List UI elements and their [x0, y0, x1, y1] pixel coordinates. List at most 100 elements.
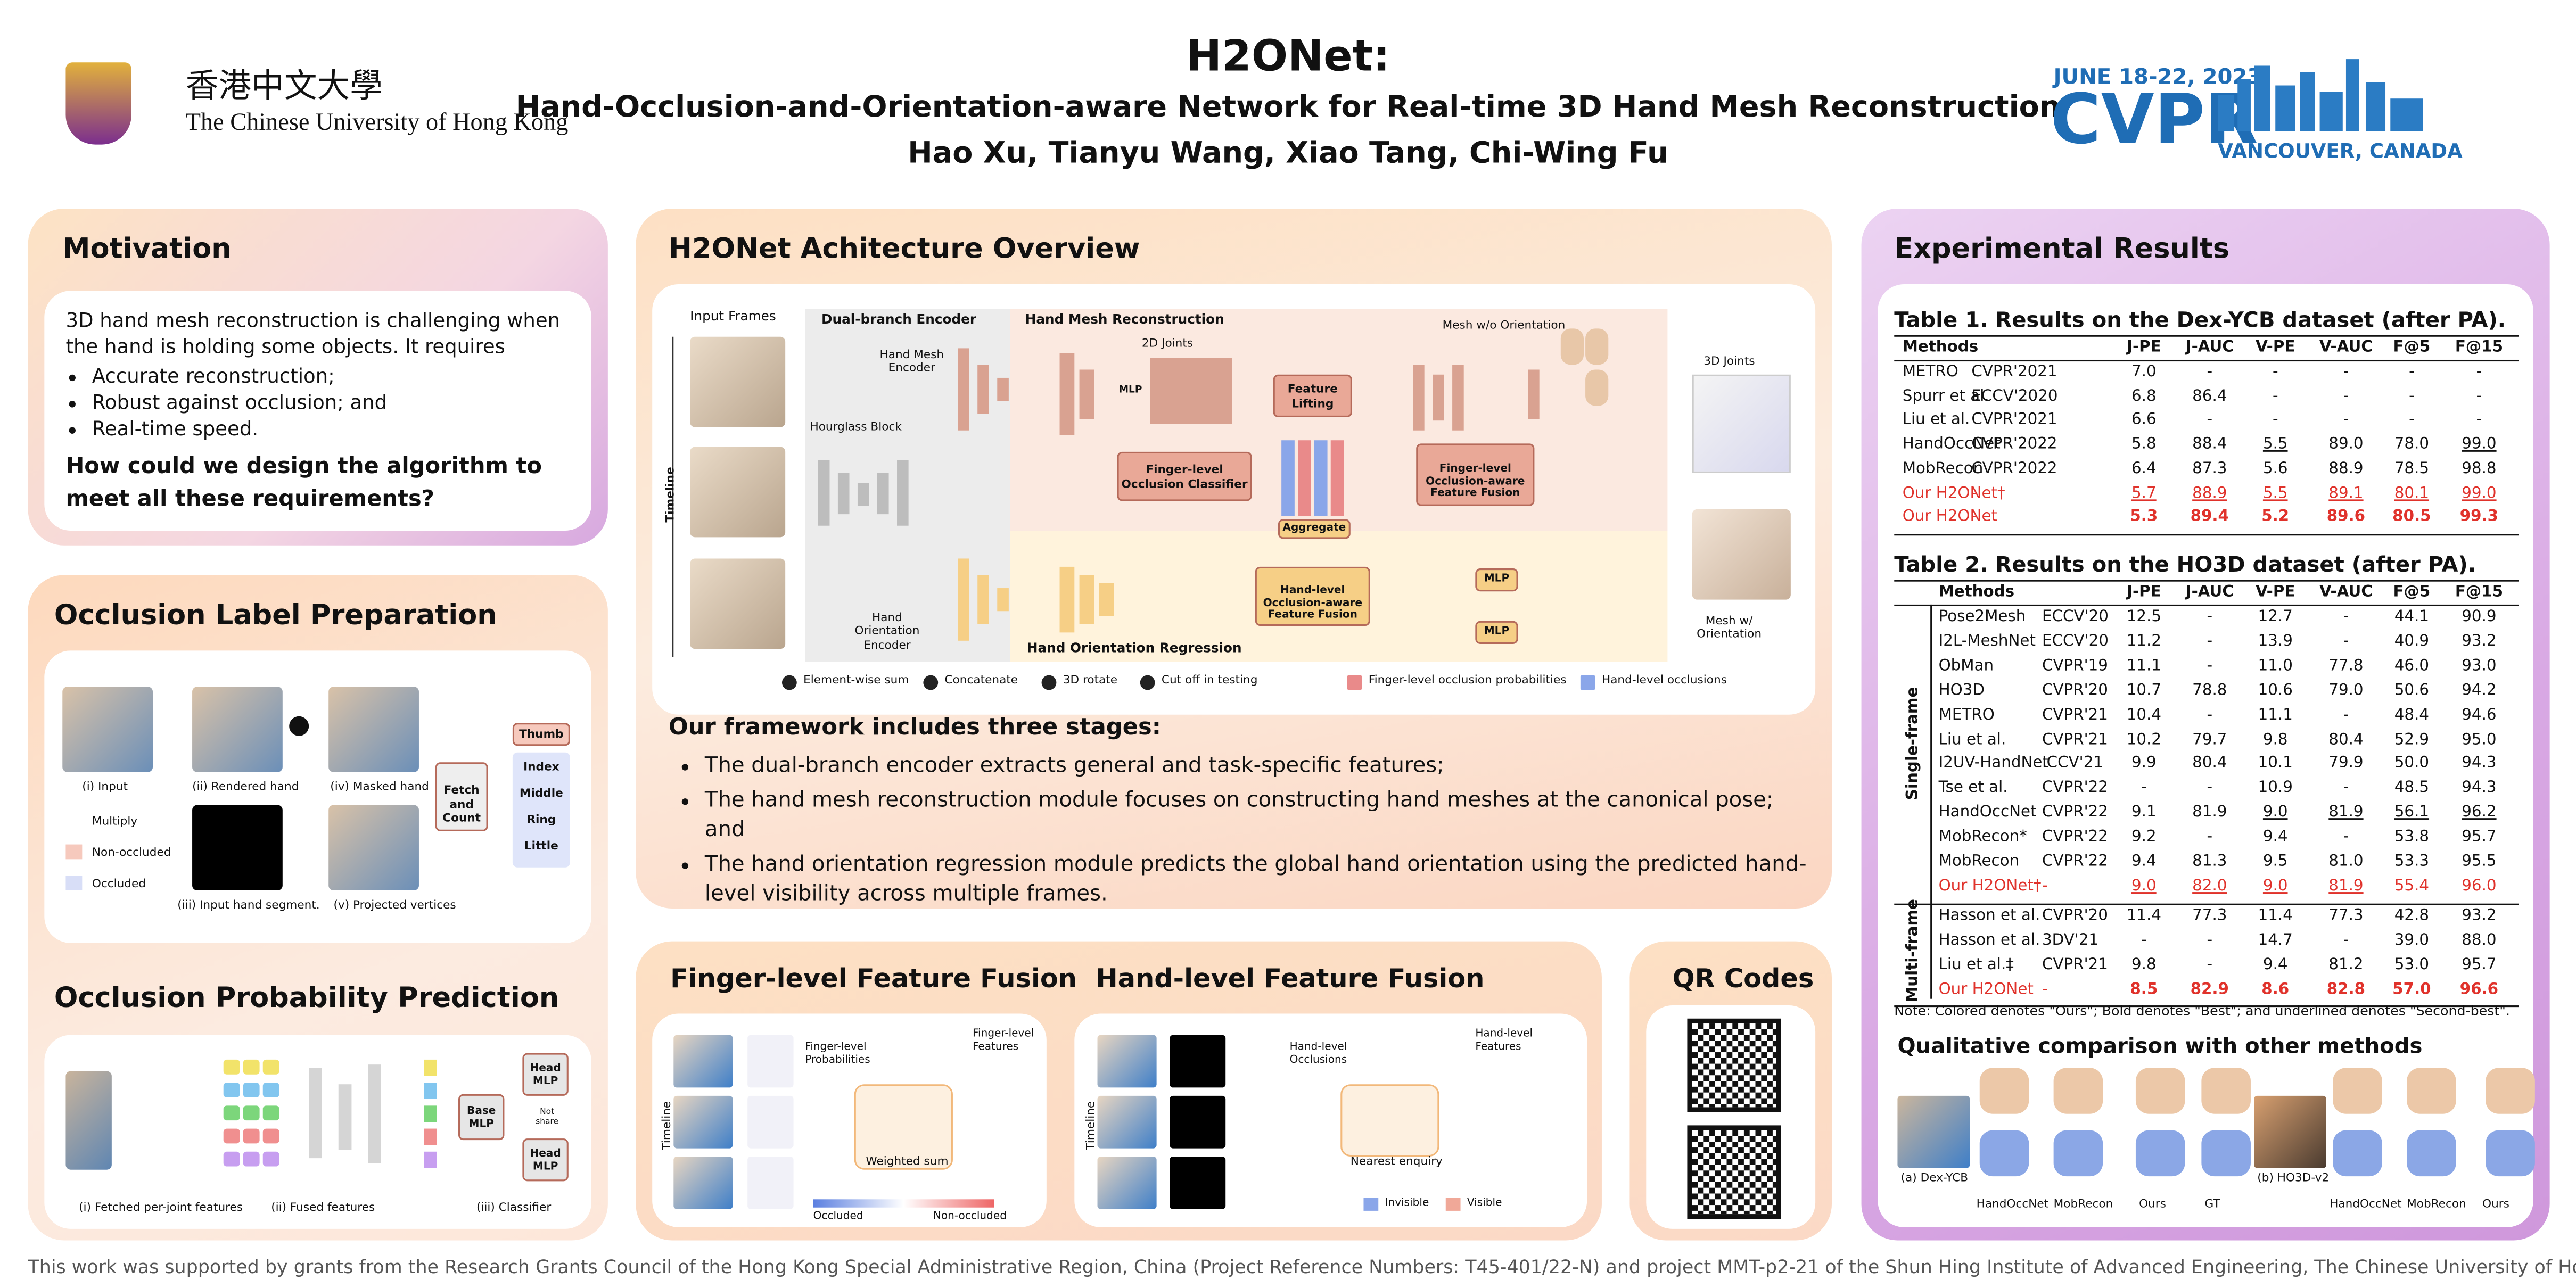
qualitative-label: HandOccNet [1976, 1198, 2049, 1211]
layer [338, 1084, 352, 1150]
hand-render [2201, 1068, 2251, 1114]
table-header: V-PE [2256, 583, 2295, 601]
table-title: Table 2. Results on the HO3D dataset (af… [1894, 554, 2476, 579]
text: Hand Mesh Reconstruction [1025, 312, 1224, 327]
table-cell: 82.0 [2192, 877, 2227, 895]
qualitative-label: GT [2204, 1198, 2220, 1211]
qualitative-label: (a) Dex-YCB [1900, 1171, 1969, 1185]
encoder-layer [977, 575, 989, 624]
table-cell: 94.3 [2462, 755, 2497, 773]
table-cell: - [2343, 779, 2349, 797]
table-cell: 14.7 [2258, 931, 2293, 950]
table-cell: - [2476, 363, 2482, 382]
list-item: Accurate reconstruction; [92, 363, 558, 389]
table-cell: 82.9 [2190, 980, 2229, 998]
table-cell: - [2042, 877, 2048, 895]
rule [1894, 359, 2519, 361]
table-cell: 96.6 [2459, 980, 2499, 998]
text: Finger-level Features [972, 1027, 1034, 1053]
table-cell: 9.4 [2131, 852, 2157, 871]
table-cell: 79.7 [2192, 730, 2227, 748]
table-cell: 5.5 [2262, 435, 2288, 454]
table-cell: 9.1 [2131, 803, 2157, 822]
table-header: Methods [1938, 583, 2015, 601]
table-cell: Our H2ONet† [1902, 484, 2005, 502]
layer [368, 1064, 381, 1163]
table-cell: 95.7 [2462, 955, 2497, 974]
figure-image [1097, 1157, 1157, 1209]
hand-fusion-block: Hand-level Occlusion-aware Feature Fusio… [1263, 582, 1362, 622]
qualitative-label: MobRecon [2407, 1198, 2466, 1211]
table-cell: 96.0 [2462, 877, 2497, 895]
text: Hand-level Occlusions [1289, 1039, 1347, 1066]
hand-render [2333, 1068, 2382, 1114]
feature-lifting: Feature Lifting [1287, 383, 1338, 410]
skyline [2300, 72, 2315, 131]
skyline [2237, 79, 2251, 131]
table-header: V-AUC [2319, 338, 2373, 357]
table-cell: ECCV'2020 [1971, 387, 2058, 406]
section-title: H2ONet Achitecture Overview [669, 233, 1140, 267]
table-cell: - [2207, 779, 2213, 797]
motivation-intro: 3D hand mesh reconstruction is challengi… [65, 309, 561, 359]
qualitative-label: Ours [2139, 1198, 2166, 1211]
text: (iii) Classifier [476, 1201, 552, 1215]
table-cell: 99.0 [2462, 435, 2497, 454]
finger-thumb: Thumb [519, 727, 564, 741]
table-cell: 81.0 [2328, 852, 2364, 871]
table-cell: Our H2ONet† [1938, 877, 2042, 895]
hand-render [2486, 1130, 2535, 1177]
mesh-block [1079, 369, 1094, 419]
table-cell: - [2343, 706, 2349, 724]
input-frame [690, 447, 786, 538]
hand-figure [747, 1035, 794, 1088]
text: (i) Fetched per-joint features [79, 1201, 243, 1215]
table-cell: HandOccNet [1902, 435, 2001, 454]
table-cell: 11.1 [2258, 706, 2293, 724]
legend-icon [1140, 675, 1155, 690]
table-cell: CVPR'2022 [1971, 435, 2057, 454]
hourglass-layer [877, 473, 889, 515]
table-cell: 42.8 [2394, 906, 2430, 925]
qualitative-title: Qualitative comparison with other method… [1897, 1035, 2423, 1060]
text: Middle [519, 787, 563, 800]
timeline-axis [672, 336, 674, 657]
table-cell: 93.2 [2462, 906, 2497, 925]
table-cell: 80.5 [2392, 508, 2431, 526]
text: 2D Joints [1141, 336, 1194, 350]
table-cell: CVPR'2021 [1971, 411, 2057, 430]
motivation-list: Accurate reconstruction;Robust against o… [65, 363, 558, 442]
table-cell: 77.3 [2192, 906, 2227, 925]
box [1475, 621, 1518, 644]
conference-date: JUNE 18-22, 2023 [2053, 65, 2262, 90]
probability-bar [1281, 440, 1295, 516]
text: Hand Orientation Encoder [854, 611, 920, 652]
figure-image [1097, 1035, 1157, 1088]
text: Non-occluded [933, 1209, 1007, 1223]
table-cell: 8.5 [2130, 980, 2158, 998]
table-cell: 48.5 [2394, 779, 2430, 797]
table-cell: MobRecon* [1938, 828, 2027, 846]
table-cell: 46.0 [2394, 657, 2430, 675]
table-cell: 53.8 [2394, 828, 2430, 846]
table-cell: 39.0 [2394, 931, 2430, 950]
figure-image [192, 805, 283, 890]
table-cell: 5.7 [2131, 484, 2157, 502]
panel-inner [1074, 1013, 1587, 1227]
table-cell: - [2207, 828, 2213, 846]
table-cell: 10.4 [2126, 706, 2162, 724]
table-cell: 12.5 [2126, 608, 2162, 626]
table-cell: 52.9 [2394, 730, 2430, 748]
table-cell: 5.3 [2130, 508, 2158, 526]
feature-cube [243, 1128, 260, 1144]
table-cell: 94.6 [2462, 706, 2497, 724]
table-cell: 10.7 [2126, 681, 2162, 699]
table-cell: - [2207, 411, 2213, 430]
text: MLP [1118, 384, 1142, 396]
table-cell: 10.2 [2126, 730, 2162, 748]
orientation-block [1099, 583, 1114, 616]
legend-label: Finger-level occlusion probabilities [1368, 673, 1567, 687]
table-cell: 78.0 [2394, 435, 2430, 454]
figure-image [673, 1035, 733, 1088]
table-cell: 94.2 [2462, 681, 2497, 699]
